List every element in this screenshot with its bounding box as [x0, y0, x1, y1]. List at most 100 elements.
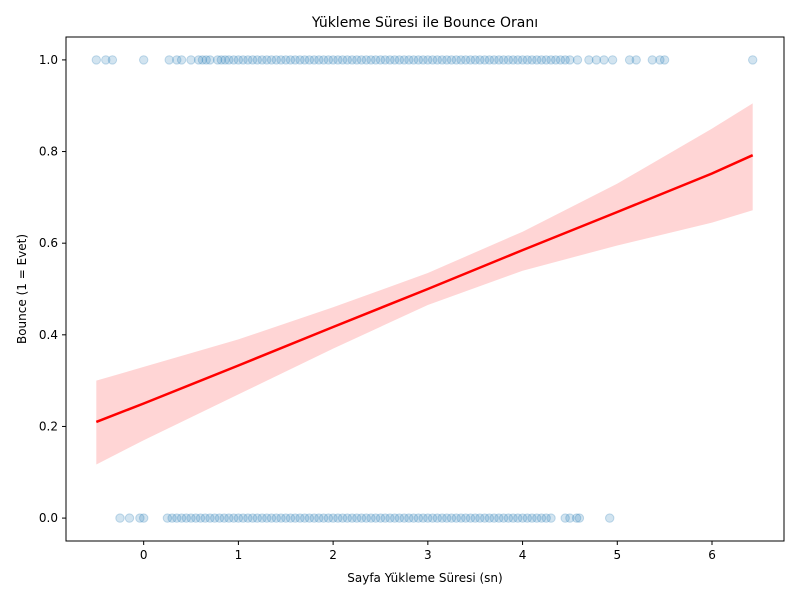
scatter-point — [748, 55, 758, 65]
scatter-point — [498, 55, 509, 65]
scatter-point — [229, 513, 239, 523]
scatter-point — [375, 513, 386, 523]
scatter-point — [352, 55, 362, 65]
scatter-point — [342, 55, 352, 65]
regression-line — [95, 154, 754, 424]
scatter-point — [408, 513, 419, 523]
scatter-point — [591, 55, 602, 65]
scatter-point — [517, 513, 528, 523]
scatter-point — [560, 55, 570, 65]
y-axis-label: Bounce (1 = Evet) — [15, 234, 29, 344]
y-tick-label: 0.0 — [39, 511, 58, 525]
scatter-point — [135, 513, 145, 523]
scatter-point — [91, 55, 102, 65]
scatter-point — [337, 55, 348, 65]
scatter-point — [465, 55, 476, 65]
scatter-point — [186, 55, 196, 65]
scatter-point — [571, 513, 582, 523]
scatter-point — [631, 55, 641, 65]
scatter-point — [456, 55, 466, 65]
scatter-point — [281, 55, 291, 65]
y-tick-label: 0.4 — [39, 328, 58, 342]
scatter-point — [522, 55, 532, 65]
scatter-point — [456, 513, 466, 523]
x-tick-label: 3 — [424, 548, 432, 562]
scatter-point — [446, 55, 457, 65]
scatter-point — [276, 513, 286, 523]
scatter-point — [333, 55, 343, 65]
scatter-point — [107, 55, 118, 65]
scatter-point — [257, 513, 267, 523]
scatter-point — [423, 55, 433, 65]
scatter-point — [295, 513, 305, 523]
scatter-point — [285, 513, 296, 523]
scatter-point — [219, 513, 229, 523]
plot-area-frame — [65, 36, 785, 542]
scatter-point — [461, 55, 471, 65]
scatter-point — [197, 55, 208, 65]
scatter-point — [541, 513, 551, 523]
scatter-point — [375, 55, 386, 65]
scatter-point — [333, 513, 343, 523]
scatter-point — [214, 513, 225, 523]
y-tick-label: 0.8 — [39, 145, 58, 159]
scatter-point — [513, 513, 523, 523]
scatter-point — [423, 513, 433, 523]
scatter-point — [484, 513, 495, 523]
scatter-point — [655, 55, 665, 65]
scatter-point — [418, 513, 428, 523]
scatter-point — [356, 513, 367, 523]
scatter-point — [300, 55, 310, 65]
scatter-point — [191, 513, 201, 523]
scatter-point — [247, 55, 258, 65]
scatter-point — [394, 513, 405, 523]
scatter-point — [408, 55, 419, 65]
scatter-point — [337, 513, 348, 523]
scatter-point — [238, 513, 248, 523]
scatter-point — [233, 513, 244, 523]
scatter-point — [309, 55, 319, 65]
scatter-point — [314, 513, 324, 523]
scatter-point — [195, 513, 206, 523]
scatter-point — [205, 513, 215, 523]
scatter-point — [418, 55, 428, 65]
scatter-point — [252, 513, 262, 523]
scatter-point — [257, 55, 267, 65]
scatter-point — [176, 513, 187, 523]
scatter-point — [541, 55, 551, 65]
scatter-point — [404, 513, 414, 523]
scatter-point — [513, 55, 523, 65]
scatter-point — [201, 55, 211, 65]
scatter-point — [361, 55, 371, 65]
y-tick-label: 0.6 — [39, 236, 58, 250]
scatter-point — [551, 55, 561, 65]
scatter-point — [584, 55, 594, 65]
scatter-point — [262, 513, 272, 523]
scatter-point — [328, 55, 338, 65]
scatter-point — [271, 55, 281, 65]
scatter-point — [480, 513, 490, 523]
scatter-point — [451, 513, 461, 523]
x-tick-label: 2 — [329, 548, 337, 562]
scatter-point — [527, 55, 537, 65]
scatter-point — [276, 55, 286, 65]
scatter-point — [475, 55, 485, 65]
scatter-point — [318, 55, 329, 65]
scatter-point — [328, 513, 338, 523]
scatter-point — [489, 513, 499, 523]
scatter-point — [437, 513, 447, 523]
scatter-point — [532, 513, 542, 523]
scatter-point — [361, 513, 371, 523]
scatter-point — [229, 55, 239, 65]
scatter-point — [555, 55, 566, 65]
scatter-point — [356, 55, 367, 65]
scatter-point — [124, 513, 135, 523]
scatter-point — [164, 55, 174, 65]
chart-title: Yükleme Süresi ile Bounce Oranı — [311, 15, 538, 31]
scatter-point — [162, 513, 173, 523]
scatter-point — [252, 55, 262, 65]
scatter-point — [371, 55, 381, 65]
scatter-point — [574, 513, 585, 523]
scatter-point — [366, 55, 376, 65]
scatter-point — [607, 55, 618, 65]
